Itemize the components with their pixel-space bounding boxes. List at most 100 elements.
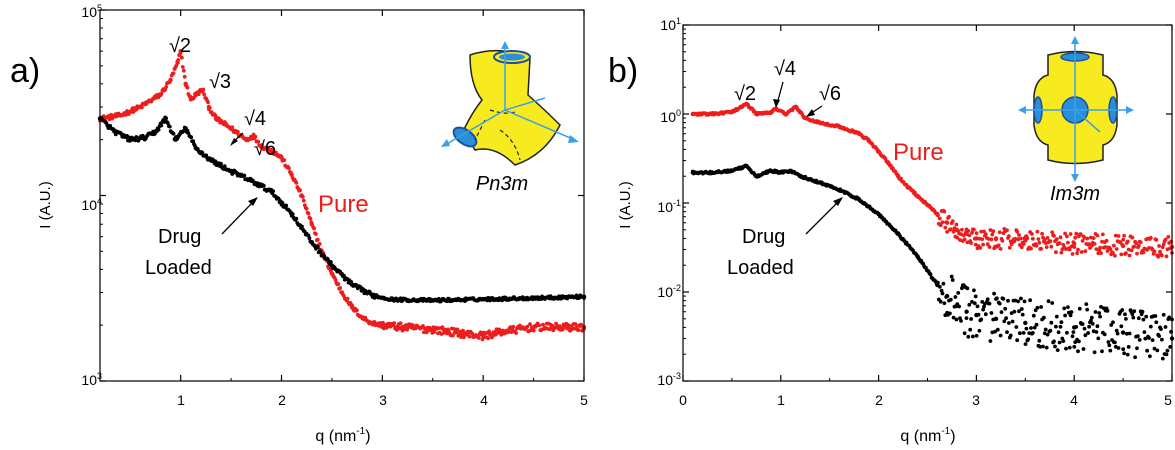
panel-b-loaded-point	[1152, 346, 1157, 351]
panel-b-loaded-datapoint	[1072, 325, 1077, 330]
panel-b-pure-point	[943, 225, 948, 230]
panel-b-loaded-point	[1142, 330, 1147, 334]
panel-b-loaded-point	[1125, 352, 1130, 357]
panel-a-pure-datapoint	[178, 49, 183, 54]
panel-b-loaded-point	[1062, 306, 1067, 311]
panel-b-pure-point	[1127, 253, 1132, 258]
panel-b-pure-point	[991, 229, 996, 234]
im3m-arrow-right-icon	[1126, 106, 1134, 114]
panel-b-pure-point	[1089, 243, 1094, 248]
panel-b-loaded-point	[938, 299, 943, 304]
panel-b-pure-point	[1129, 248, 1134, 253]
panel-b-loaded-point	[1123, 312, 1127, 317]
pn3m-axis-right	[504, 109, 576, 141]
panel-a-pure-datapoint	[279, 155, 284, 160]
panel-b-loaded-datapoint	[744, 163, 749, 169]
panel-a-pure-datapoint	[183, 81, 188, 87]
panel-b-loaded-point	[1003, 306, 1008, 311]
panel-a-pure-datapoint	[206, 104, 212, 110]
panel-b-loaded-point	[941, 281, 946, 286]
panel-b-pure-point	[1083, 249, 1088, 254]
panel-a-loaded-point	[280, 200, 285, 205]
panel-b-pure-datapoint	[793, 104, 798, 110]
panel-b-pure-datapoint	[866, 138, 871, 143]
panel-b-loaded-point	[1012, 309, 1017, 314]
panel-b-loaded-datapoint	[729, 168, 735, 173]
panel-b-loaded-point	[1122, 351, 1126, 356]
panel-b-xtick-label-5: 5	[1164, 392, 1172, 408]
panel-b-loaded-point	[1093, 310, 1098, 314]
panel-b-pure-point	[1112, 243, 1116, 248]
panel-a-pure-point	[494, 327, 499, 332]
panel-b-pure-point	[1111, 251, 1115, 256]
panel-a-loaded-datapoint	[173, 137, 178, 142]
panel-a-pure-point	[514, 331, 518, 335]
panel-b-loaded-point	[1032, 325, 1037, 330]
panel-b-loaded-point	[1050, 301, 1055, 305]
panel-b-loaded-point	[1019, 296, 1023, 301]
panel-b-pure-point	[1054, 250, 1058, 255]
panel-b-pure-point	[1101, 232, 1105, 237]
panel-b-loaded-datapoint	[788, 168, 793, 173]
panel-b-pure-datapoint	[739, 104, 744, 110]
panel-b-pure-datapoint	[954, 227, 959, 232]
panel-b-pure-point	[1138, 240, 1143, 245]
panel-a-loaded-point	[162, 120, 167, 124]
panel-a-pure-datapoint	[223, 122, 229, 128]
panel-b-loaded-point	[1016, 299, 1020, 304]
panel-b-xtick-label-2: 2	[875, 392, 883, 408]
panel-b-pure-point	[1164, 254, 1169, 259]
panel-b-pure-point	[1134, 241, 1138, 246]
panel-a-pure-point	[338, 286, 342, 290]
panel-b-pure-point	[1063, 231, 1067, 236]
panel-a-pure-point	[266, 146, 271, 151]
panel-a-loaded-datapoint	[481, 297, 486, 302]
panel-b-loaded-point	[1124, 317, 1128, 321]
panel-b-loaded-point	[1136, 316, 1141, 321]
panel-a-peak-label-sqrt6: √6	[254, 138, 276, 160]
panel-a-loaded-datapoint	[370, 293, 375, 298]
panel-a-loaded-point	[300, 224, 304, 229]
panel-a-pure-point	[511, 324, 516, 329]
panel-b-loaded-point	[1077, 339, 1081, 344]
panel-b-pure-point	[1059, 250, 1064, 255]
panel-b-loaded-point	[997, 301, 1002, 306]
panel-a-pure-point	[294, 181, 299, 185]
panel-b-pure-point	[945, 230, 949, 234]
panel-b-pure-point	[969, 241, 973, 246]
panel-b-loaded-point	[959, 319, 963, 323]
panel-a-pure-point	[182, 74, 187, 79]
panel-b-pure-point	[1030, 236, 1035, 241]
panel-b-pure-point	[951, 229, 956, 234]
panel-b-loaded-datapoint	[915, 254, 920, 259]
panel-b-loaded-point	[1084, 302, 1089, 306]
panel-b-loaded-datapoint	[739, 165, 744, 170]
panel-a-loaded-datapoint	[430, 298, 435, 303]
panel-a-loaded-datapoint	[390, 297, 395, 302]
panel-a-pure-datapoint	[175, 60, 180, 65]
panel-b-pure-point	[1072, 245, 1077, 249]
panel-b-pure-point	[1065, 234, 1069, 239]
panel-a-pure-point	[206, 100, 210, 105]
panel-b-pure-point	[1098, 245, 1102, 250]
panel-b-loaded-point	[979, 317, 984, 322]
panel-b-loaded-point	[1113, 340, 1117, 345]
panel-b-loaded-point	[1035, 305, 1040, 310]
panel-a-pure-point	[345, 296, 350, 301]
panel-b-loaded-datapoint	[768, 168, 774, 173]
panel-b-loaded-point	[1116, 346, 1121, 350]
panel-b-loaded-point	[1165, 348, 1170, 353]
panel-b-loaded-point	[1048, 328, 1053, 333]
panel-b-loaded-point	[1054, 324, 1058, 329]
panel-b-loaded-point	[1148, 324, 1153, 329]
panel-b-loaded-point	[1056, 330, 1061, 335]
panel-a-loaded-point	[191, 139, 196, 144]
panel-b-pure-datapoint	[1120, 243, 1126, 249]
panel-b-ytick-label-1: 101	[660, 16, 681, 33]
panel-b-pure-point	[1034, 243, 1039, 248]
panel-b-pure-point	[983, 232, 988, 237]
panel-b-loaded-point	[1057, 340, 1062, 345]
panel-a-loaded-point	[200, 150, 205, 155]
panel-a-pure-datapoint	[531, 325, 536, 330]
im3m-axis-diagonal	[1074, 109, 1101, 133]
